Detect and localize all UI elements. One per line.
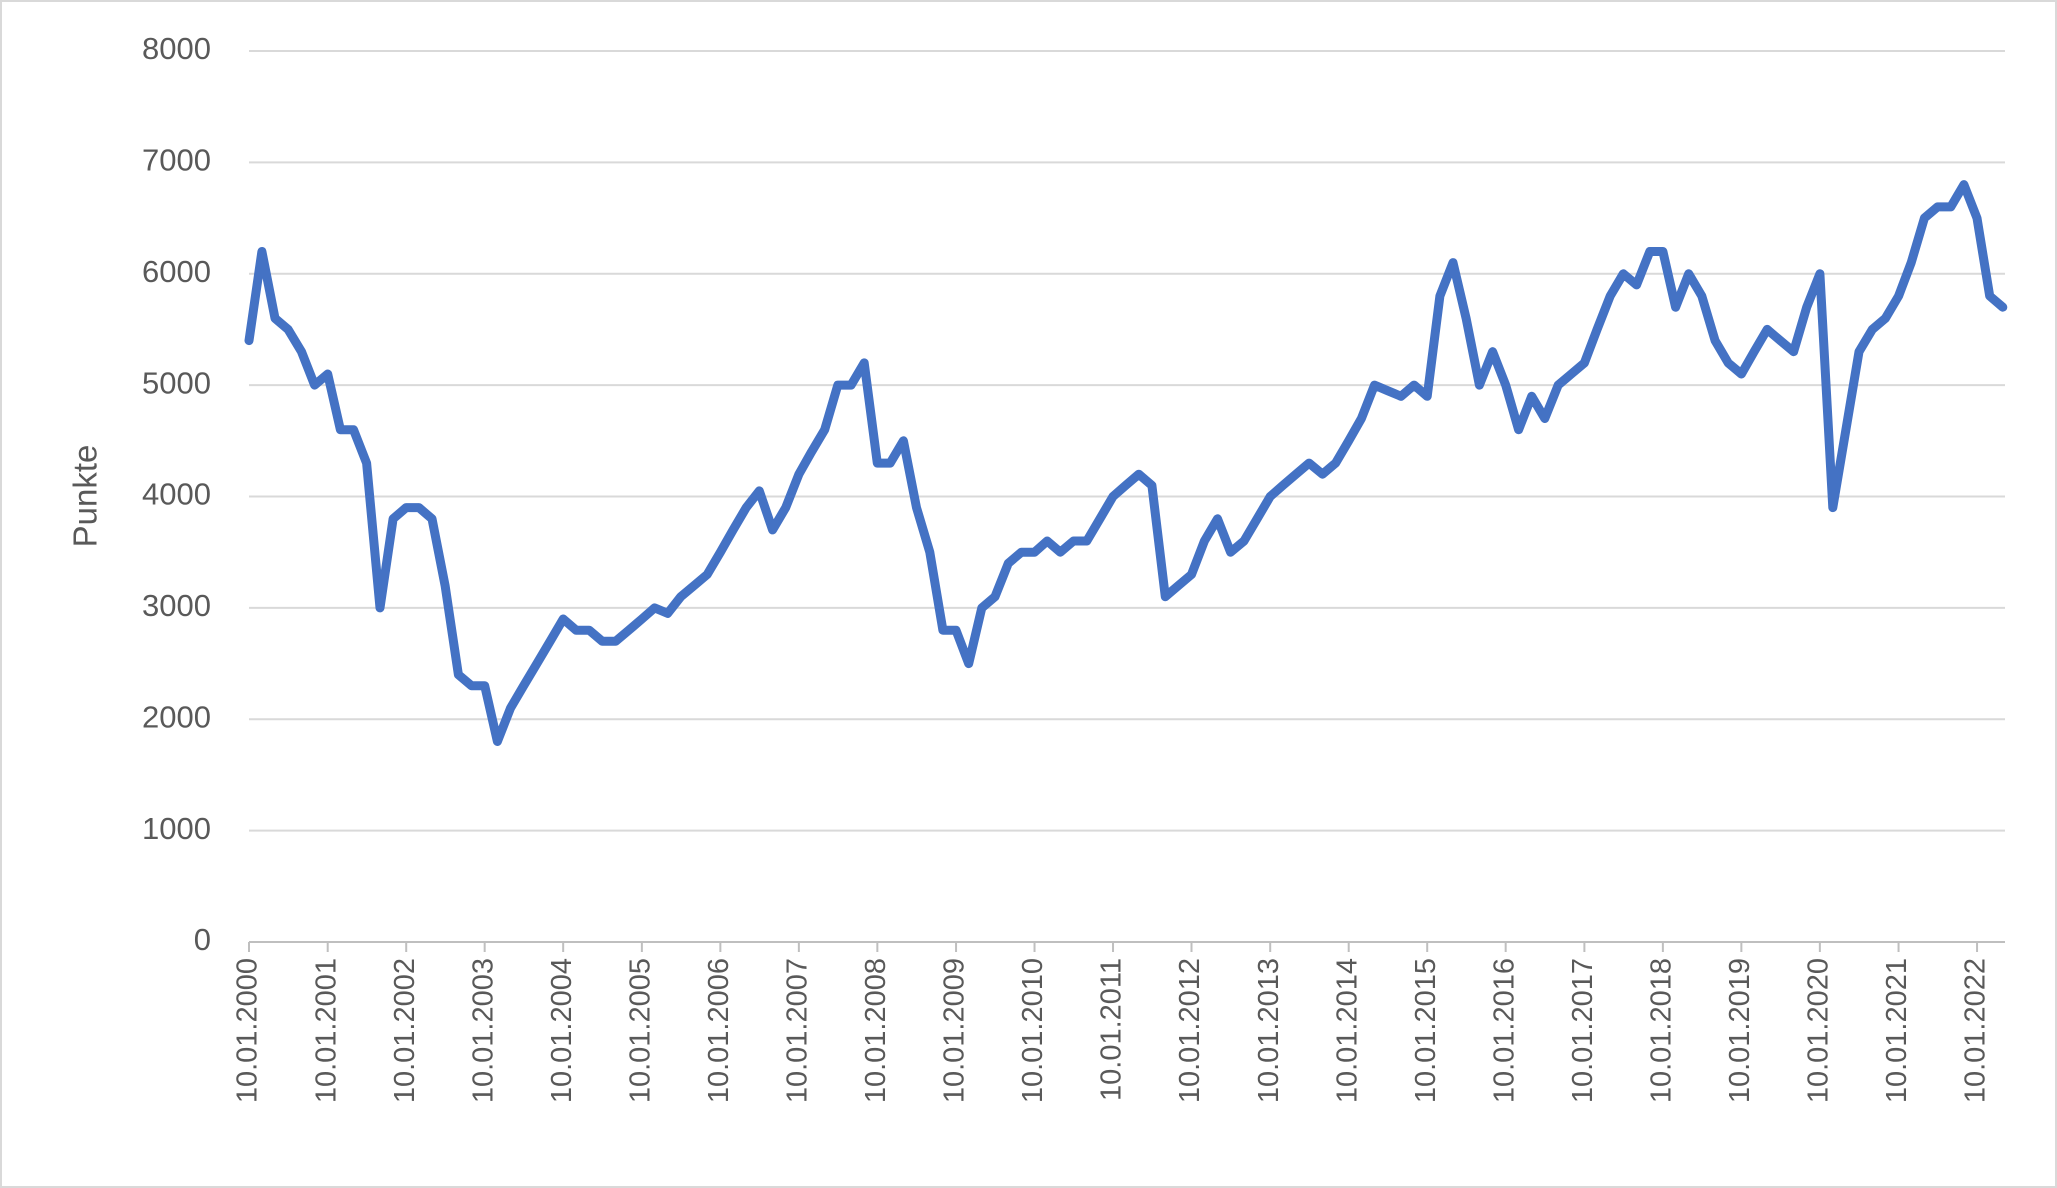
y-tick-label: 6000 — [142, 254, 211, 289]
y-tick-label: 0 — [194, 922, 211, 957]
x-tick-label: 10.01.2018 — [1646, 958, 1678, 1103]
y-tick-label: 8000 — [142, 31, 211, 66]
x-tick-label: 10.01.2009 — [939, 958, 971, 1103]
x-tick-label: 10.01.2005 — [625, 958, 657, 1103]
x-tick-label: 10.01.2001 — [310, 958, 342, 1103]
x-tick-label: 10.01.2000 — [232, 958, 264, 1103]
x-tick-label: 10.01.2013 — [1253, 958, 1285, 1103]
y-tick-label: 4000 — [142, 477, 211, 512]
x-tick-label: 10.01.2012 — [1174, 958, 1206, 1103]
x-tick-label: 10.01.2002 — [389, 958, 421, 1103]
y-tick-label: 1000 — [142, 811, 211, 846]
data-line — [244, 180, 2008, 746]
x-tick-label: 10.01.2020 — [1803, 958, 1835, 1103]
y-axis-label: Punkte — [67, 445, 104, 548]
x-tick-label: 10.01.2004 — [546, 958, 578, 1103]
x-tick-label: 10.01.2008 — [860, 958, 892, 1103]
y-tick-label: 2000 — [142, 699, 211, 734]
y-tick-label: 3000 — [142, 588, 211, 623]
x-tick-label: 10.01.2014 — [1331, 958, 1363, 1103]
y-tick-label: 5000 — [142, 365, 211, 400]
y-tick-label: 7000 — [142, 143, 211, 178]
x-tick-label: 10.01.2007 — [782, 958, 814, 1103]
x-tick-label: 10.01.2015 — [1410, 958, 1442, 1103]
x-tick-label: 10.01.2003 — [467, 958, 499, 1103]
x-tick-label: 10.01.2019 — [1724, 958, 1756, 1103]
x-tick-label: 10.01.2017 — [1567, 958, 1599, 1103]
x-tick-label: 10.01.2021 — [1881, 958, 1913, 1103]
x-tick-label: 10.01.2011 — [1096, 958, 1128, 1101]
x-tick-label: 10.01.2006 — [703, 958, 735, 1103]
x-tick-label: 10.01.2022 — [1960, 958, 1992, 1103]
x-tick-label: 10.01.2010 — [1017, 958, 1049, 1103]
x-tick-label: 10.01.2016 — [1488, 958, 1520, 1103]
